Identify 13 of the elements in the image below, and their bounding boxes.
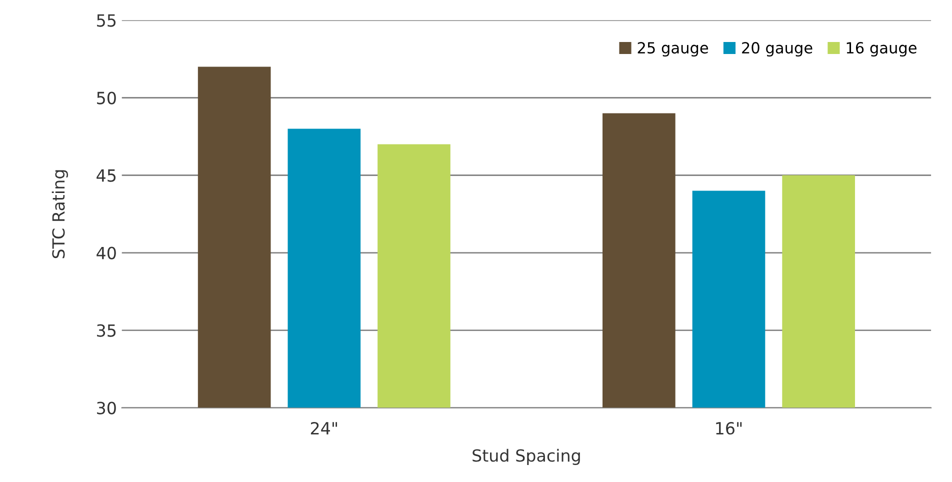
- x-tick-label: 24": [310, 422, 337, 434]
- y-tick-label: 55: [97, 14, 116, 27]
- legend-label: 16 gauge: [846, 42, 916, 57]
- x-axis-title: Stud Spacing: [472, 448, 580, 466]
- y-tick-label: 50: [97, 92, 116, 104]
- y-tick-label: 30: [97, 402, 116, 414]
- y-axis-title: STC Rating: [52, 170, 68, 258]
- legend-label: 20 gauge: [742, 42, 812, 57]
- legend-label: 25 gauge: [638, 42, 708, 57]
- y-tick-label: 35: [97, 324, 116, 337]
- y-tick-label: 45: [96, 169, 116, 182]
- y-tick-label: 40: [96, 246, 116, 260]
- x-tick-label: 16": [716, 422, 742, 435]
